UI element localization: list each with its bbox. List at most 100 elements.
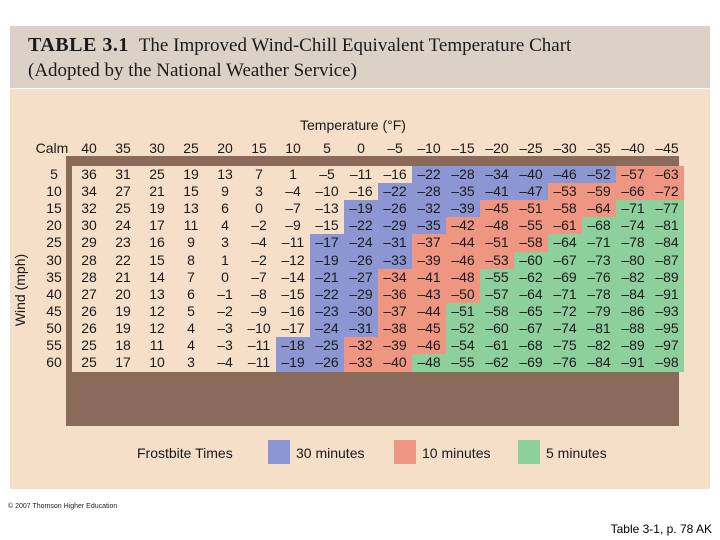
- wind-chill-cell: –51: [514, 200, 548, 218]
- temperature-header: –10: [417, 140, 441, 156]
- wind-chill-cell: –58: [548, 200, 582, 218]
- wind-speed-label: 45: [46, 302, 62, 319]
- wind-chill-cell: 28: [72, 251, 106, 270]
- temperature-label: Temperature (°F): [300, 117, 406, 133]
- wind-chill-cell: –29: [344, 285, 378, 304]
- temperature-header: –45: [655, 140, 679, 156]
- wind-chill-cell: –22: [344, 217, 378, 235]
- wind-chill-cell: –15: [276, 285, 310, 304]
- wind-chill-cell: –17: [310, 234, 344, 252]
- wind-chill-cell: –8: [242, 285, 276, 304]
- wind-chill-cell: –26: [344, 251, 378, 270]
- wind-chill-cell: 1: [208, 251, 242, 270]
- temperature-header: –15: [451, 140, 475, 156]
- wind-chill-cell: –60: [480, 319, 514, 338]
- wind-chill-cell: –46: [446, 251, 480, 270]
- wind-chill-cell: 9: [208, 183, 242, 201]
- wind-chill-cell: 25: [72, 354, 106, 372]
- table-title-line: TABLE 3.1 The Improved Wind-Chill Equival…: [28, 34, 571, 57]
- wind-chill-cell: 29: [72, 234, 106, 252]
- temperature-header: 15: [251, 140, 267, 156]
- wind-chill-cell: –10: [242, 319, 276, 338]
- wind-chill-cell: –78: [582, 285, 616, 304]
- wind-chill-cell: –89: [650, 268, 684, 287]
- wind-chill-cell: –23: [310, 302, 344, 321]
- wind-chill-cell: –37: [412, 234, 446, 252]
- legend-label-10-minutes: 10 minutes: [422, 445, 491, 461]
- wind-chill-cell: –33: [344, 354, 378, 372]
- wind-speed-label: 40: [46, 285, 62, 302]
- wind-chill-cell: –64: [548, 234, 582, 252]
- wind-chill-cell: –18: [276, 337, 310, 355]
- temperature-header: –5: [387, 140, 403, 156]
- wind-chill-cell: 32: [72, 200, 106, 218]
- wind-chill-cell: 11: [140, 337, 174, 355]
- wind-chill-cell: 3: [174, 354, 208, 372]
- wind-chill-cell: –48: [480, 217, 514, 235]
- wind-chill-cell: –21: [310, 268, 344, 287]
- wind-chill-cell: –69: [514, 354, 548, 372]
- wind-chill-cell: –71: [548, 285, 582, 304]
- wind-chill-cell: –26: [310, 354, 344, 372]
- wind-chill-cell: 7: [242, 166, 276, 184]
- wind-chill-cell: 13: [174, 200, 208, 218]
- wind-chill-cell: –4: [276, 183, 310, 201]
- wind-chill-cell: –39: [378, 337, 412, 355]
- temperature-header: 25: [183, 140, 199, 156]
- wind-chill-cell: –2: [242, 251, 276, 270]
- wind-chill-cell: –51: [446, 302, 480, 321]
- wind-chill-cell: –84: [616, 285, 650, 304]
- wind-chill-cell: –65: [514, 302, 548, 321]
- wind-chill-cell: 30: [72, 217, 106, 235]
- wind-chill-cell: –16: [276, 302, 310, 321]
- wind-speed-label: 5: [50, 166, 58, 182]
- wind-speed-label: 15: [46, 200, 62, 217]
- wind-chill-cell: –76: [548, 354, 582, 372]
- wind-chill-cell: –32: [344, 337, 378, 355]
- wind-chill-cell: –2: [242, 217, 276, 235]
- table-title: The Improved Wind-Chill Equivalent Tempe…: [138, 35, 572, 56]
- wind-chill-cell: –52: [582, 166, 616, 184]
- wind-chill-cell: 6: [208, 200, 242, 218]
- wind-chill-cell: 3: [242, 183, 276, 201]
- wind-chill-cell: 27: [106, 183, 140, 201]
- wind-chill-cell: 1: [276, 166, 310, 184]
- wind-chill-cell: –11: [344, 166, 378, 184]
- wind-chill-cell: 19: [106, 302, 140, 321]
- temperature-header: –35: [587, 140, 611, 156]
- wind-chill-cell: 26: [72, 302, 106, 321]
- wind-chill-cell: –59: [582, 183, 616, 201]
- wind-chill-cell: –67: [514, 319, 548, 338]
- wind-chill-cell: –89: [616, 337, 650, 355]
- wind-chill-cell: –11: [242, 354, 276, 372]
- wind-chill-cell: –34: [378, 268, 412, 287]
- wind-chill-cell: –63: [650, 166, 684, 184]
- temperature-header: 10: [285, 140, 301, 156]
- wind-speed-label: 20: [46, 217, 62, 234]
- wind-chill-cell: 36: [72, 166, 106, 184]
- wind-chill-cell: –17: [276, 319, 310, 338]
- wind-chill-cell: –28: [412, 183, 446, 201]
- wind-chill-cell: 25: [140, 166, 174, 184]
- wind-chill-cell: 21: [106, 268, 140, 287]
- wind-chill-cell: 10: [140, 354, 174, 372]
- wind-chill-cell: –4: [208, 354, 242, 372]
- legend-swatch-5-minutes: [518, 440, 540, 464]
- wind-chill-cell: 20: [106, 285, 140, 304]
- wind-chill-cell: –37: [378, 302, 412, 321]
- wind-chill-cell: –31: [344, 319, 378, 338]
- wind-chill-cell: –81: [650, 217, 684, 235]
- temperature-header: 40: [81, 140, 97, 156]
- wind-chill-cell: 13: [208, 166, 242, 184]
- wind-chill-cell: –72: [650, 183, 684, 201]
- temperature-header: –25: [519, 140, 543, 156]
- wind-speed-label: 30: [46, 251, 62, 268]
- wind-chill-cell: –24: [344, 234, 378, 252]
- wind-chill-cell: 13: [140, 285, 174, 304]
- wind-chill-cell: 16: [140, 234, 174, 252]
- wind-chill-cell: –66: [616, 183, 650, 201]
- copyright-notice: © 2007 Thomson Higher Education: [8, 503, 118, 510]
- wind-chill-cell: 12: [140, 319, 174, 338]
- wind-chill-cell: –9: [242, 302, 276, 321]
- legend-swatch-30-minutes: [268, 440, 290, 464]
